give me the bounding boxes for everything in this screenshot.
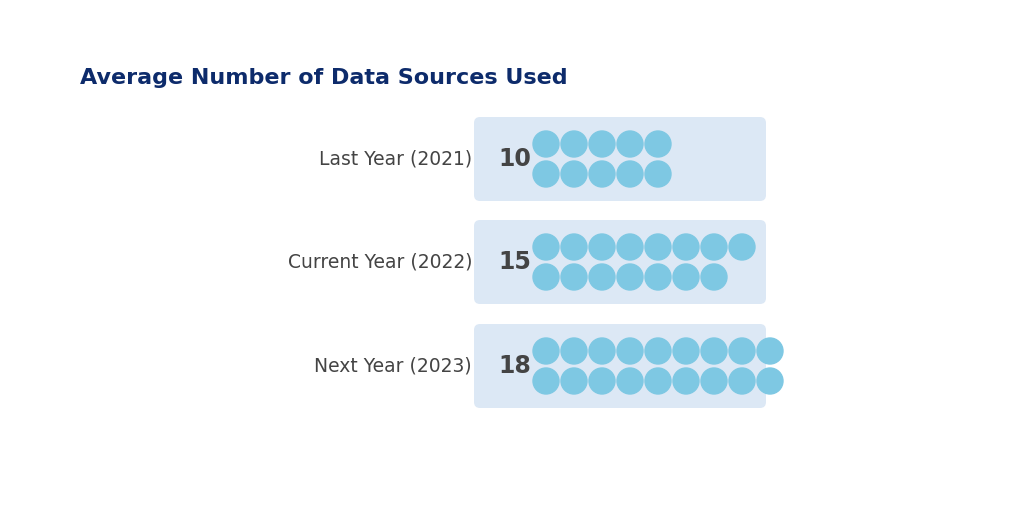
Circle shape bbox=[617, 131, 643, 157]
Circle shape bbox=[757, 368, 783, 394]
Circle shape bbox=[533, 338, 559, 364]
Circle shape bbox=[729, 368, 755, 394]
Text: Average Number of Data Sources Used: Average Number of Data Sources Used bbox=[80, 68, 568, 88]
Circle shape bbox=[617, 234, 643, 260]
Text: 18: 18 bbox=[498, 354, 531, 378]
Circle shape bbox=[561, 234, 587, 260]
Circle shape bbox=[589, 368, 615, 394]
Circle shape bbox=[533, 368, 559, 394]
Circle shape bbox=[644, 234, 671, 260]
Circle shape bbox=[701, 234, 727, 260]
Circle shape bbox=[673, 264, 699, 290]
Text: Current Year (2022): Current Year (2022) bbox=[287, 253, 472, 271]
Circle shape bbox=[561, 161, 587, 187]
Circle shape bbox=[644, 368, 671, 394]
Circle shape bbox=[729, 234, 755, 260]
Circle shape bbox=[644, 131, 671, 157]
Circle shape bbox=[533, 161, 559, 187]
Circle shape bbox=[589, 234, 615, 260]
Circle shape bbox=[644, 338, 671, 364]
Circle shape bbox=[561, 338, 587, 364]
Circle shape bbox=[533, 264, 559, 290]
Circle shape bbox=[617, 368, 643, 394]
Circle shape bbox=[617, 161, 643, 187]
FancyBboxPatch shape bbox=[474, 117, 766, 201]
Circle shape bbox=[533, 131, 559, 157]
Circle shape bbox=[589, 131, 615, 157]
Circle shape bbox=[673, 368, 699, 394]
Text: 10: 10 bbox=[498, 147, 531, 171]
Circle shape bbox=[673, 234, 699, 260]
Circle shape bbox=[617, 264, 643, 290]
Text: 15: 15 bbox=[498, 250, 531, 274]
Circle shape bbox=[533, 234, 559, 260]
Circle shape bbox=[757, 338, 783, 364]
FancyBboxPatch shape bbox=[474, 324, 766, 408]
Circle shape bbox=[561, 368, 587, 394]
Circle shape bbox=[644, 264, 671, 290]
Text: Last Year (2021): Last Year (2021) bbox=[319, 149, 472, 169]
Circle shape bbox=[561, 264, 587, 290]
FancyBboxPatch shape bbox=[474, 220, 766, 304]
Circle shape bbox=[561, 131, 587, 157]
Circle shape bbox=[644, 161, 671, 187]
Circle shape bbox=[729, 338, 755, 364]
Circle shape bbox=[673, 338, 699, 364]
Circle shape bbox=[701, 338, 727, 364]
Text: Next Year (2023): Next Year (2023) bbox=[314, 356, 472, 376]
Circle shape bbox=[589, 161, 615, 187]
Circle shape bbox=[617, 338, 643, 364]
Circle shape bbox=[701, 368, 727, 394]
Circle shape bbox=[701, 264, 727, 290]
Circle shape bbox=[589, 338, 615, 364]
Circle shape bbox=[589, 264, 615, 290]
